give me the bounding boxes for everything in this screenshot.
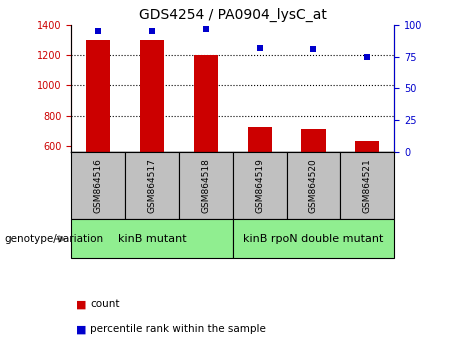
Bar	[71, 152, 125, 219]
Point	[202, 26, 210, 32]
Text: percentile rank within the sample: percentile rank within the sample	[90, 324, 266, 334]
Bar	[340, 152, 394, 219]
Bar	[86, 40, 111, 152]
Text: GSM864520: GSM864520	[309, 159, 318, 213]
Bar	[194, 55, 218, 152]
Title: GDS4254 / PA0904_lysC_at: GDS4254 / PA0904_lysC_at	[139, 8, 327, 22]
Text: kinB rpoN double mutant: kinB rpoN double mutant	[243, 234, 384, 244]
Bar	[125, 152, 179, 219]
Text: genotype/variation: genotype/variation	[5, 234, 104, 244]
Point	[256, 45, 263, 51]
Text: GSM864518: GSM864518	[201, 158, 210, 213]
Point	[148, 28, 156, 34]
Text: kinB mutant: kinB mutant	[118, 234, 186, 244]
Bar	[248, 127, 272, 152]
Bar	[233, 152, 287, 219]
Text: GSM864519: GSM864519	[255, 158, 264, 213]
Text: count: count	[90, 299, 119, 309]
Point	[95, 28, 102, 34]
Text: GSM864517: GSM864517	[148, 158, 157, 213]
Bar	[140, 40, 164, 152]
Bar	[287, 152, 340, 219]
Point	[364, 54, 371, 59]
Bar	[301, 129, 325, 152]
Text: GSM864516: GSM864516	[94, 158, 103, 213]
Text: ■: ■	[76, 299, 87, 309]
Point	[310, 46, 317, 52]
Bar	[71, 219, 233, 258]
Text: GSM864521: GSM864521	[363, 159, 372, 213]
Bar	[233, 219, 394, 258]
Bar	[179, 152, 233, 219]
Bar	[355, 141, 379, 152]
Text: ■: ■	[76, 324, 87, 334]
